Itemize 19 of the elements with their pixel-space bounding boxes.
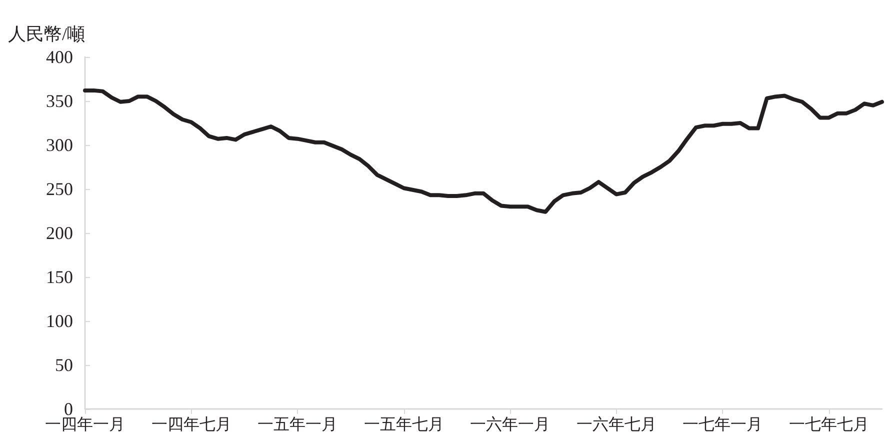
y-tick-label: 400 [46,47,73,67]
x-tick-label: 一四年一月 [45,416,125,434]
x-tick-label: 一五年一月 [258,416,338,434]
y-tick-label: 200 [46,223,73,243]
y-tick-label: 300 [46,135,73,155]
x-tick-label: 一七年一月 [682,416,763,434]
line-series [83,88,884,214]
x-tick-label: 一五年七月 [364,416,444,434]
x-tick-label: 一六年一月 [470,416,550,434]
y-tick-label: 250 [46,179,73,199]
y-tick-label: 0 [64,399,73,419]
y-tick-label: 100 [46,311,73,331]
x-tick-label: 一四年七月 [151,416,232,434]
y-tick-label: 50 [55,355,73,375]
y-tick-label: 350 [46,91,73,111]
y-axis-title: 人民幣/噸 [8,24,85,44]
x-tick-label: 一七年七月 [788,416,869,434]
x-tick-label: 一六年七月 [576,416,656,434]
y-tick-label: 150 [46,267,73,287]
